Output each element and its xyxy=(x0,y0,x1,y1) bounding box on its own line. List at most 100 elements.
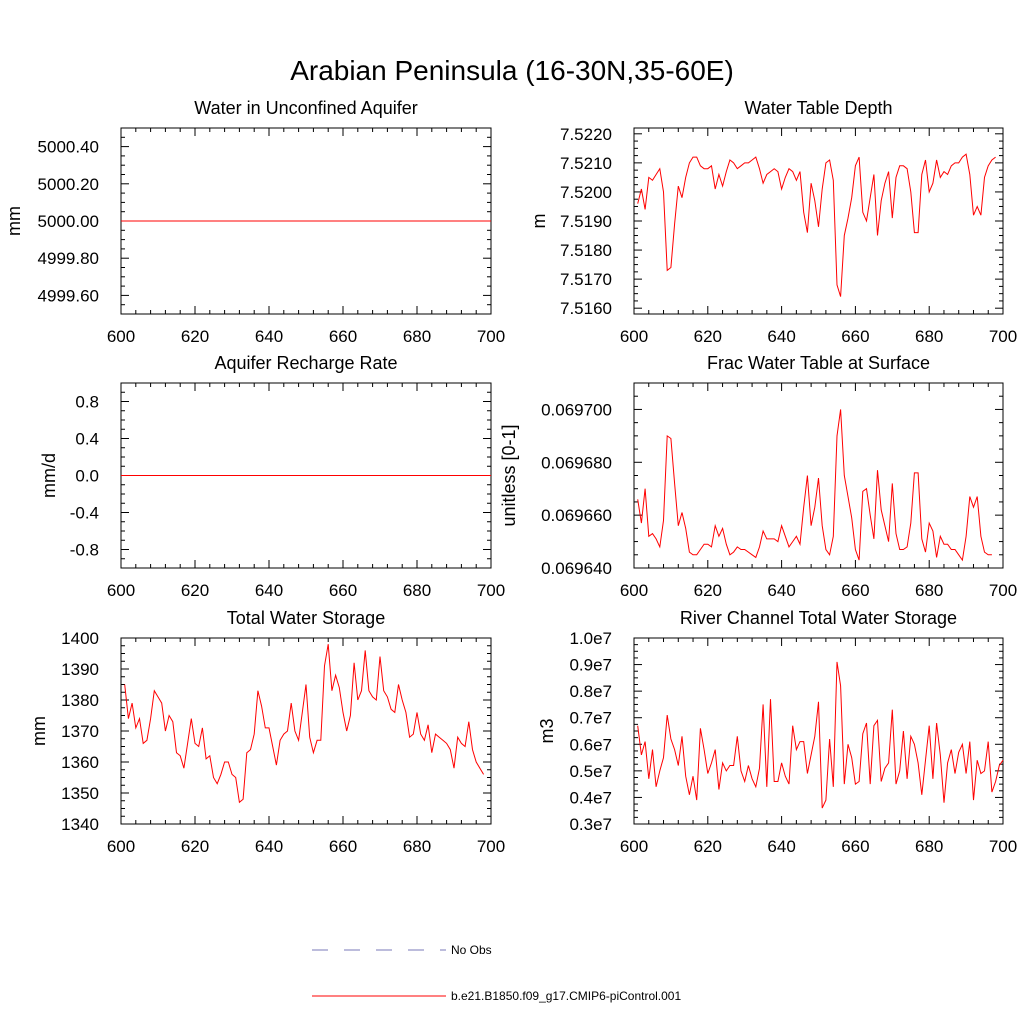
legend-model-label: b.e21.B1850.f09_g17.CMIP6-piControl.001 xyxy=(451,989,681,1003)
x-tick-label: 640 xyxy=(767,327,795,346)
x-tick-label: 600 xyxy=(107,837,135,856)
y-tick-label: 7.5170 xyxy=(560,270,612,289)
y-tick-label: 0.9e7 xyxy=(569,656,612,675)
y-tick-label: 1370 xyxy=(61,722,99,741)
y-tick-label: 7.5190 xyxy=(560,212,612,231)
y-tick-label: 0.069700 xyxy=(541,400,612,419)
panel-6: River Channel Total Water Storage 600 620 6… xyxy=(537,608,1017,856)
y-tick-label: 0.4 xyxy=(75,430,99,449)
y-tick-label: 1380 xyxy=(61,691,99,710)
series-line xyxy=(637,153,996,297)
x-tick-label: 660 xyxy=(329,581,357,600)
y-tick-label: 5000.20 xyxy=(38,175,99,194)
x-tick-label: 640 xyxy=(255,581,283,600)
x-tick-label: 640 xyxy=(767,581,795,600)
figure-title: Arabian Peninsula (16-30N,35-60E) xyxy=(290,55,734,86)
y-tick-label: 7.5180 xyxy=(560,241,612,260)
x-tick-label: 680 xyxy=(915,581,943,600)
y-tick-label: 0.6e7 xyxy=(569,735,612,754)
x-tick-label: 700 xyxy=(477,581,505,600)
y-tick-label: 0.8e7 xyxy=(569,682,612,701)
x-tick-label: 640 xyxy=(255,327,283,346)
y-tick-label: 1360 xyxy=(61,753,99,772)
legend-no-obs-label: No Obs xyxy=(451,943,492,957)
x-tick-label: 640 xyxy=(767,837,795,856)
legend: No Obs b.e21.B1850.f09_g17.CMIP6-piContr… xyxy=(312,943,681,1003)
panel-title: Frac Water Table at Surface xyxy=(707,353,930,373)
x-tick-label: 660 xyxy=(841,327,869,346)
plot-frame xyxy=(633,637,1004,825)
x-tick-label: 620 xyxy=(694,327,722,346)
y-tick-label: 7.5210 xyxy=(560,154,612,173)
panel-1: Water in Unconfined Aquifer 600 620 640 660 6… xyxy=(4,98,505,346)
y-tick-label: 0.7e7 xyxy=(569,709,612,728)
x-tick-label: 660 xyxy=(329,837,357,856)
y-tick-label: 7.5160 xyxy=(560,299,612,318)
y-tick-label: -0.4 xyxy=(70,504,99,523)
panel-title: Water Table Depth xyxy=(744,98,892,118)
y-tick-label: 4999.60 xyxy=(38,286,99,305)
x-tick-label: 680 xyxy=(403,327,431,346)
y-axis-label: mm/d xyxy=(39,453,59,498)
x-tick-label: 600 xyxy=(107,581,135,600)
y-tick-label: 0.5e7 xyxy=(569,762,612,781)
y-tick-label: 1350 xyxy=(61,784,99,803)
panels-container: Water in Unconfined Aquifer 600 620 640 660 6… xyxy=(4,98,1017,856)
panel-2: Water Table Depth 600 620 640 660 680 700 7.516… xyxy=(529,98,1017,346)
y-tick-label: 1390 xyxy=(61,660,99,679)
x-tick-label: 680 xyxy=(915,327,943,346)
y-tick-label: 1340 xyxy=(61,815,99,834)
legend-item-model: b.e21.B1850.f09_g17.CMIP6-piControl.001 xyxy=(312,989,681,1003)
plot-frame xyxy=(633,127,1004,315)
legend-item-no-obs: No Obs xyxy=(312,943,492,957)
y-tick-label: 0.0 xyxy=(75,467,99,486)
x-tick-label: 660 xyxy=(841,837,869,856)
y-tick-label: 0.3e7 xyxy=(569,815,612,834)
y-tick-label: 0.8 xyxy=(75,393,99,412)
y-tick-label: 0.069680 xyxy=(541,453,612,472)
y-tick-label: 5000.00 xyxy=(38,212,99,231)
panel-title: Aquifer Recharge Rate xyxy=(214,353,397,373)
x-tick-label: 700 xyxy=(989,581,1017,600)
x-tick-label: 600 xyxy=(620,837,648,856)
y-tick-label: 0.069640 xyxy=(541,559,612,578)
y-axis-label: mm xyxy=(4,206,24,236)
x-tick-label: 640 xyxy=(255,837,283,856)
x-tick-label: 600 xyxy=(620,581,648,600)
series-line xyxy=(637,661,1004,809)
y-tick-label: 7.5220 xyxy=(560,125,612,144)
y-tick-label: -0.8 xyxy=(70,541,99,560)
y-tick-label: 7.5200 xyxy=(560,183,612,202)
x-tick-label: 600 xyxy=(620,327,648,346)
panel-3: Aquifer Recharge Rate 600 620 640 660 680 700 -… xyxy=(39,353,505,600)
x-tick-label: 680 xyxy=(915,837,943,856)
series-line xyxy=(124,644,485,804)
x-tick-label: 700 xyxy=(477,327,505,346)
plot-frame xyxy=(633,382,1004,569)
x-tick-label: 660 xyxy=(841,581,869,600)
y-tick-label: 4999.80 xyxy=(38,249,99,268)
x-tick-label: 620 xyxy=(181,327,209,346)
y-tick-label: 5000.40 xyxy=(38,138,99,157)
x-tick-label: 620 xyxy=(694,837,722,856)
plot-frame xyxy=(120,637,492,825)
y-tick-label: 0.069660 xyxy=(541,506,612,525)
x-tick-label: 700 xyxy=(989,327,1017,346)
x-tick-label: 700 xyxy=(477,837,505,856)
panel-title: Total Water Storage xyxy=(227,608,385,628)
panel-4: Frac Water Table at Surface 600 620 640 660 6… xyxy=(499,353,1017,600)
x-tick-label: 660 xyxy=(329,327,357,346)
x-tick-label: 680 xyxy=(403,837,431,856)
y-tick-label: 1.0e7 xyxy=(569,629,612,648)
panel-5: Total Water Storage 600 620 640 660 680 700 134… xyxy=(29,608,505,856)
x-tick-label: 620 xyxy=(181,837,209,856)
x-tick-label: 680 xyxy=(403,581,431,600)
y-axis-label: unitless [0-1] xyxy=(499,424,519,526)
y-tick-label: 1400 xyxy=(61,629,99,648)
y-axis-label: m3 xyxy=(537,718,557,743)
y-axis-label: m xyxy=(529,214,549,229)
x-tick-label: 600 xyxy=(107,327,135,346)
panel-title: River Channel Total Water Storage xyxy=(680,608,957,628)
x-tick-label: 620 xyxy=(694,581,722,600)
